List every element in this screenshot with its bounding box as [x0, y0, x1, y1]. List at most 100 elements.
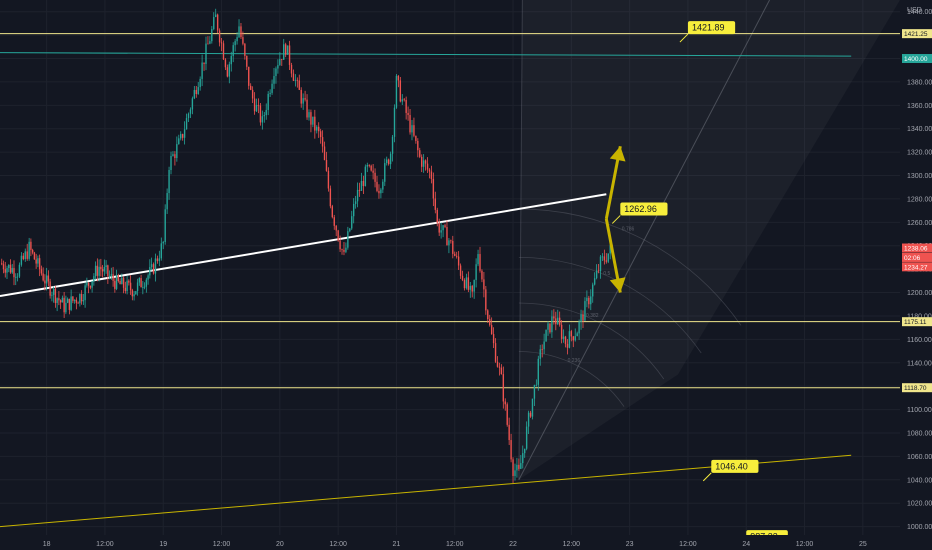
price-tick-label: 1380.00: [907, 79, 932, 86]
price-tick-label: 1020.00: [907, 501, 932, 508]
candle-body: [347, 231, 349, 248]
candle-body: [248, 66, 250, 86]
candle-body: [393, 107, 396, 137]
candle-body: [391, 136, 394, 154]
candle-body: [201, 62, 203, 79]
candle-body: [275, 68, 277, 77]
candle-body: [492, 334, 495, 344]
time-axis-panel[interactable]: [0, 535, 932, 550]
time-tick-label: 12:00: [446, 541, 464, 548]
price-tick-label: 1180.00: [907, 313, 932, 320]
candle-body: [415, 135, 417, 141]
candle-body: [129, 282, 132, 291]
candle-body: [128, 280, 130, 283]
candle-body: [108, 275, 111, 277]
candle-body: [191, 98, 194, 110]
candle-body: [354, 201, 357, 204]
time-tick-label: 19: [159, 541, 167, 548]
price-axis-panel[interactable]: [900, 0, 932, 550]
candle-body: [389, 153, 392, 165]
candle-body: [446, 227, 448, 246]
candle-body: [138, 278, 141, 283]
trend-line: [0, 454, 852, 528]
candle-body: [512, 459, 514, 476]
candle-body: [586, 297, 588, 302]
candle-body: [79, 294, 81, 304]
candle-body: [584, 301, 586, 321]
candle-body: [267, 93, 269, 110]
candle-body: [216, 14, 219, 31]
candle-body: [1, 263, 3, 265]
candle-body: [312, 116, 314, 125]
candle-body: [582, 314, 584, 321]
candle-body: [558, 317, 561, 325]
candle-body: [376, 181, 378, 191]
candle-body: [448, 240, 450, 246]
candle-body: [463, 279, 466, 289]
candle-body: [352, 203, 355, 217]
candle-body: [9, 264, 12, 273]
candle-body: [13, 268, 15, 278]
candle-body: [490, 325, 493, 335]
candle-body: [203, 62, 205, 64]
candle-body: [181, 134, 184, 138]
candle-body: [257, 104, 260, 106]
candle-body: [465, 277, 468, 289]
candle-body: [122, 277, 125, 288]
candle-body: [444, 225, 446, 228]
candle-body: [450, 240, 452, 242]
candle-body: [189, 109, 192, 114]
candle-body: [87, 282, 90, 286]
candle-body: [384, 163, 386, 182]
candle-body: [343, 249, 345, 252]
candle-body: [8, 264, 10, 269]
candle-body: [26, 251, 28, 259]
candle-body: [543, 341, 545, 350]
candle-body: [15, 276, 17, 278]
candle-body: [549, 323, 551, 333]
candle-body: [238, 26, 240, 38]
time-tick-label: 21: [393, 541, 401, 548]
candle-body: [341, 249, 343, 251]
candle-body: [318, 126, 320, 132]
candle-body: [607, 253, 609, 262]
candle-body: [578, 321, 580, 334]
candle-body: [82, 300, 85, 302]
candle-body: [428, 169, 431, 172]
candle-body: [75, 299, 78, 303]
candle-body: [372, 170, 374, 173]
candle-body: [61, 297, 64, 303]
callout-label: 1262.96: [624, 204, 657, 214]
time-tick-label: 24: [742, 541, 750, 548]
candle-body: [603, 256, 606, 261]
price-tag-label: 1421.25: [904, 31, 928, 38]
candle-body: [568, 331, 571, 348]
price-tag-box: [902, 317, 932, 327]
candle-body: [11, 268, 13, 273]
candle-body: [434, 198, 437, 210]
candle-body: [477, 254, 479, 265]
price-tick-label: 1140.00: [907, 360, 932, 367]
candle-body: [140, 278, 142, 288]
candle-body: [160, 243, 162, 259]
candle-body: [156, 258, 159, 262]
price-tag-label: 1175.11: [904, 319, 927, 326]
candle-body: [273, 76, 275, 84]
callout-box: [620, 202, 668, 216]
candle-body: [124, 287, 127, 292]
candle-body: [80, 294, 83, 302]
time-tick-label: 12:00: [796, 541, 814, 548]
candle-body: [230, 56, 232, 65]
candle-body: [251, 89, 254, 99]
candle-body: [555, 318, 557, 325]
trend-line: [0, 52, 852, 57]
fib-fan-area: [518, 0, 900, 480]
candle-body: [337, 230, 339, 241]
candle-body: [207, 43, 209, 45]
candle-body: [471, 285, 473, 292]
time-tick-label: 25: [859, 541, 867, 548]
price-tag-label: 1400.00: [904, 56, 928, 63]
candle-body: [249, 85, 252, 90]
candle-body: [44, 280, 46, 284]
